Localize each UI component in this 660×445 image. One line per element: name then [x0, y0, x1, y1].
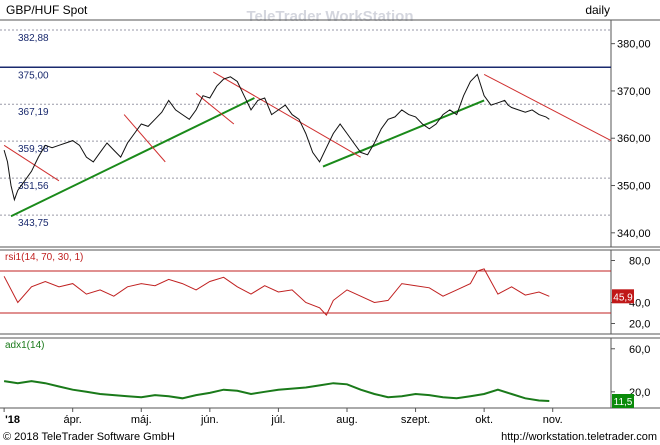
chart-title: GBP/HUF Spot	[6, 3, 88, 17]
rsi-series	[3, 268, 550, 316]
y-tick-label: 380,00	[617, 39, 651, 51]
price-levels: 382,88 375,00 367,19 359,38 351,56 343,75	[0, 29, 611, 229]
rsi-label: rsi1(14, 70, 30, 1)	[5, 252, 83, 263]
level-label: 375,00	[18, 70, 49, 81]
price-panel: 382,88 375,00 367,19 359,38 351,56 343,75 340…	[0, 19, 660, 248]
period-label: daily	[585, 3, 610, 17]
price-y-axis: 340,00 350,00 360,00 370,00 380,00	[611, 39, 651, 240]
adx-panel: adx1(14) 60,0 20,011,5	[0, 337, 660, 409]
x-tick-label: jún.	[200, 414, 219, 426]
rsi-last-value: 45,9	[613, 292, 633, 303]
x-axis: '18 ápr. máj. jún. júl. aug. szept. okt. nov.	[3, 408, 563, 426]
resistance-trendline	[483, 73, 612, 142]
level-label: 359,38	[18, 144, 49, 155]
y-tick-label: 370,00	[617, 86, 651, 98]
level-label: 351,56	[18, 181, 49, 192]
level-label: 343,75	[18, 218, 49, 229]
x-tick-label: aug.	[336, 414, 357, 426]
rsi-line	[3, 268, 550, 316]
rsi-y-axis: 80,0 40,0 20,0 45,9	[611, 256, 650, 331]
x-tick-label: '18	[5, 414, 20, 426]
x-tick-label: júl.	[270, 414, 285, 426]
adx-label: adx1(14)	[5, 340, 44, 351]
rsi-panel: rsi1(14, 70, 30, 1) 80,0 40,0 20,0 45,9	[0, 249, 660, 335]
price-series	[3, 73, 550, 202]
resistance-trendline	[123, 114, 166, 163]
resistance-trendline	[195, 92, 235, 125]
level-label: 367,19	[18, 107, 49, 118]
rsi-bands	[0, 270, 611, 314]
adx-last-value: 11,5	[614, 397, 633, 408]
adx-line	[3, 380, 550, 402]
adx-last-value-badge	[612, 394, 634, 408]
support-trendline	[10, 97, 255, 218]
copyright-text: © 2018 TeleTrader Software GmbH	[3, 431, 175, 443]
y-tick-label: 60,0	[629, 344, 650, 356]
y-tick-label: 40,0	[629, 298, 650, 310]
y-tick-label: 360,00	[617, 133, 651, 145]
y-tick-label: 20,0	[629, 319, 650, 331]
resistance-trendline	[3, 144, 60, 182]
watermark: TeleTrader WorkStation	[247, 8, 414, 25]
y-tick-label: 20,0	[629, 387, 650, 399]
support-trendline	[322, 99, 485, 168]
price-trend-lines	[3, 71, 612, 218]
x-tick-label: ápr.	[64, 414, 82, 426]
y-tick-label: 350,00	[617, 181, 651, 193]
x-tick-label: nov.	[543, 414, 563, 426]
y-tick-label: 340,00	[617, 228, 651, 240]
adx-y-axis: 60,0 20,011,5	[611, 344, 650, 408]
resistance-trendline	[213, 71, 361, 158]
x-tick-label: szept.	[401, 414, 430, 426]
x-tick-label: máj.	[131, 414, 152, 426]
adx-series	[3, 380, 550, 402]
price-line	[3, 73, 550, 202]
rsi-last-value-badge	[612, 289, 634, 304]
source-url: http://workstation.teletrader.com	[501, 431, 657, 443]
level-label: 382,88	[18, 33, 49, 44]
y-tick-label: 80,0	[629, 256, 650, 268]
x-tick-label: okt.	[475, 414, 493, 426]
